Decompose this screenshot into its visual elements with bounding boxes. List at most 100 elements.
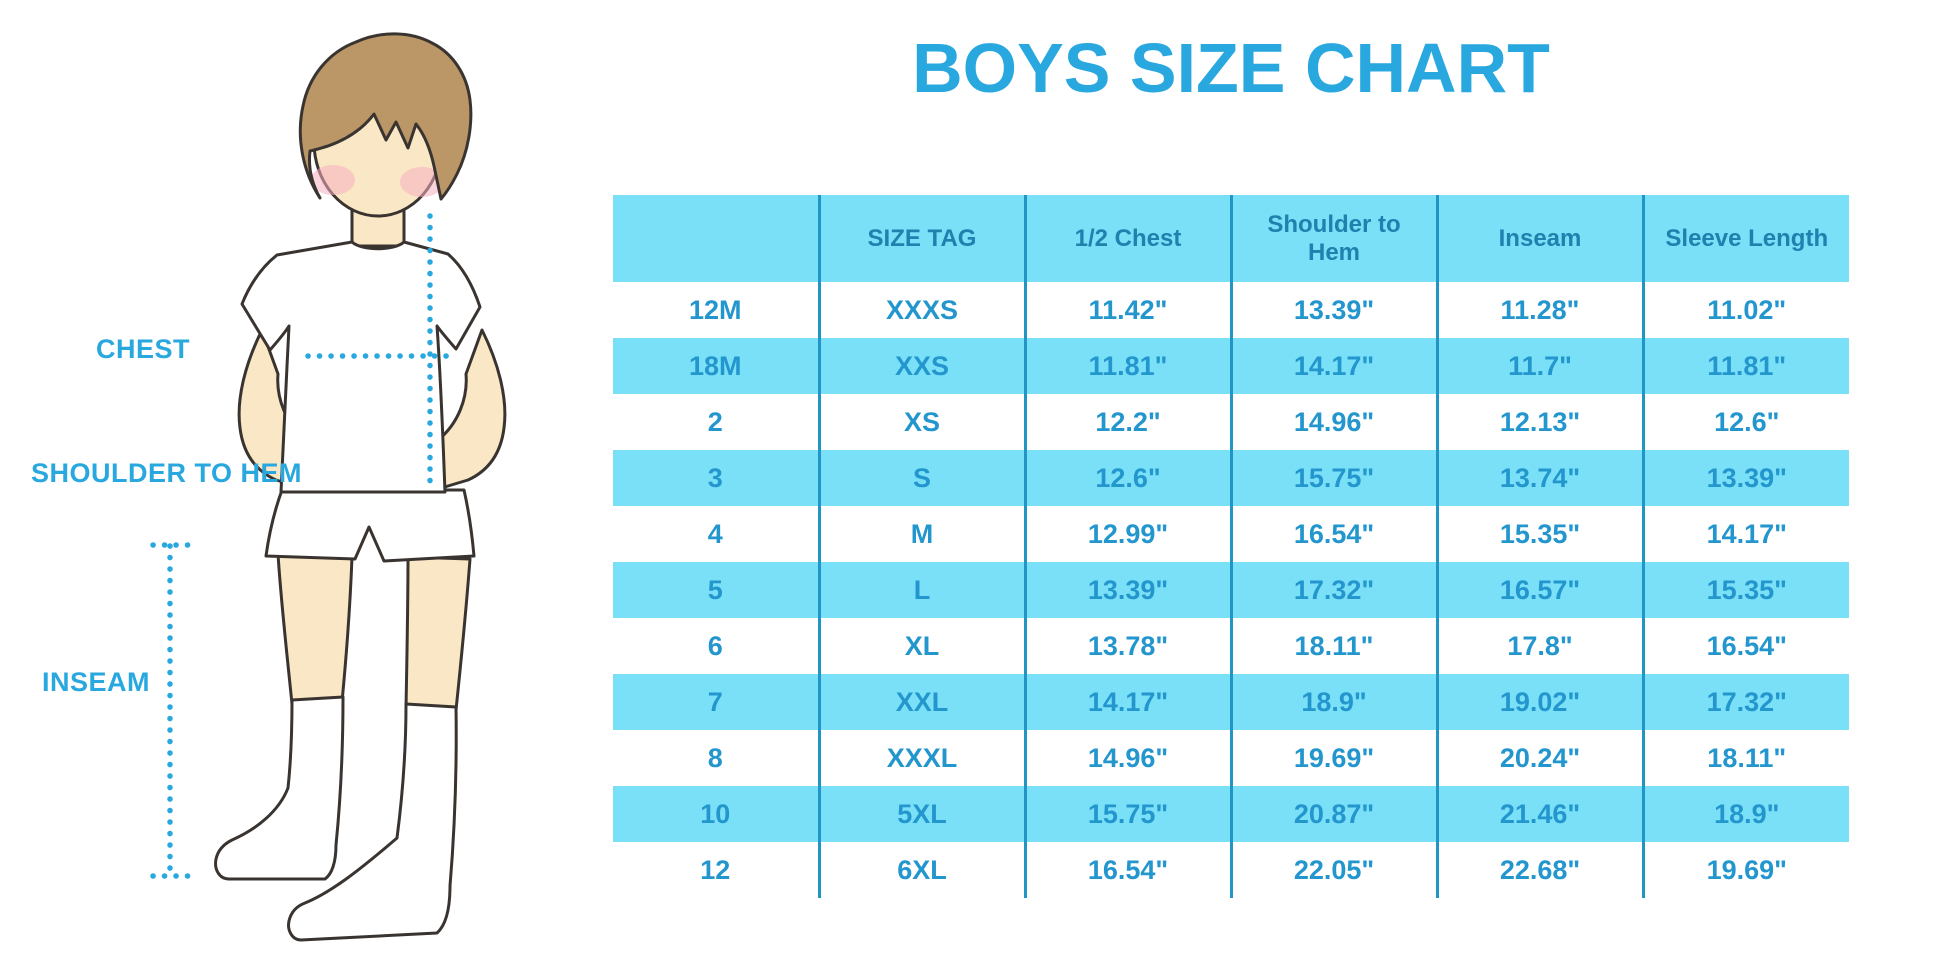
blush-left — [311, 165, 355, 195]
size-table-head: SIZE TAG 1/2 Chest Shoulder to Hem Inseam Sl… — [613, 195, 1849, 282]
table-cell: 19.02" — [1437, 674, 1645, 730]
table-cell: 13.39" — [1231, 282, 1439, 338]
table-cell: 12 — [613, 842, 821, 898]
table-cell: 12.6" — [1714, 406, 1780, 437]
table-cell: XXXL — [819, 730, 1027, 786]
size-table-header-row: SIZE TAG 1/2 Chest Shoulder to Hem Inseam Sl… — [613, 195, 1849, 282]
table-cell: 12.99" — [1025, 506, 1233, 562]
chest-label: CHEST — [96, 334, 191, 364]
page-title: BOYS SIZE CHART — [912, 29, 1550, 107]
table-row: 3 S 12.6" 15.75" 13.74" 13.39" — [613, 450, 1849, 506]
table-cell: 14.17" — [1231, 338, 1439, 394]
table-cell: 13.39" — [1025, 562, 1233, 618]
table-cell: 12M — [613, 282, 821, 338]
table-cell: XL — [819, 618, 1027, 674]
table-row: 8 XXXL 14.96" 19.69" 20.24" 18.11" — [613, 730, 1849, 786]
table-row: 4 M 12.99" 16.54" 15.35" 14.17" — [613, 506, 1849, 562]
column-header: SIZE TAG — [819, 195, 1027, 282]
column-header: Shoulder to Hem — [1231, 195, 1439, 282]
table-cell: 11.42" — [1025, 282, 1233, 338]
shoulder-to-hem-label: SHOULDER TO HEM — [31, 458, 303, 488]
boy-shorts — [264, 488, 476, 563]
table-cell: 15.75" — [1025, 786, 1233, 842]
table-cell: 18.9" — [1714, 798, 1780, 829]
table-cell: 15.35" — [1437, 506, 1645, 562]
table-cell: 20.24" — [1437, 730, 1645, 786]
table-cell: 12.2" — [1025, 394, 1233, 450]
table-row: 6 XL 13.78" 18.11" 17.8" 16.54" — [613, 618, 1849, 674]
table-cell: 15.75" — [1231, 450, 1439, 506]
table-row: 12M XXXS 11.42" 13.39" 11.28" 11.02" — [613, 282, 1849, 338]
table-cell: 16.54" — [1706, 630, 1787, 661]
table-cell: 20.87" — [1231, 786, 1439, 842]
table-row: 7 XXL 14.17" 18.9" 19.02" 17.32" — [613, 674, 1849, 730]
column-header: Inseam — [1437, 195, 1645, 282]
table-cell: 10 — [613, 786, 821, 842]
table-cell: 17.8" — [1437, 618, 1645, 674]
table-cell: 17.32" — [1231, 562, 1439, 618]
table-cell: S — [819, 450, 1027, 506]
table-cell: 17.32" — [1706, 686, 1787, 717]
table-cell: 6 — [613, 618, 821, 674]
table-cell: 16.57" — [1437, 562, 1645, 618]
table-cell: 18.9" — [1231, 674, 1439, 730]
table-cell: 18.11" — [1231, 618, 1439, 674]
size-table-body: 12M XXXS 11.42" 13.39" 11.28" 11.02" 18M XXS 11.… — [613, 282, 1849, 898]
table-cell: 15.35" — [1706, 574, 1787, 605]
table-cell: 11.02" — [1707, 294, 1787, 325]
boy-illustration — [150, 32, 507, 942]
table-cell: XS — [819, 394, 1027, 450]
table-cell: 12.13" — [1437, 394, 1645, 450]
table-row: 2 XS 12.2" 14.96" 12.13" 12.6" — [613, 394, 1849, 450]
table-cell: 6XL — [819, 842, 1027, 898]
table-cell: 14.17" — [1025, 674, 1233, 730]
column-header — [613, 195, 821, 282]
table-cell: 3 — [613, 450, 821, 506]
table-cell: 5XL — [819, 786, 1027, 842]
boy-leg-left — [276, 552, 354, 706]
table-cell: 12.6" — [1025, 450, 1233, 506]
table-cell: M — [819, 506, 1027, 562]
table-cell: XXS — [819, 338, 1027, 394]
table-cell: 8 — [613, 730, 821, 786]
boy-sock-right — [287, 702, 458, 942]
table-cell: 13.39" — [1706, 462, 1787, 493]
table-cell: 11.28" — [1437, 282, 1645, 338]
boy-hair — [298, 32, 473, 201]
table-cell: 11.81" — [1025, 338, 1233, 394]
boy-arm-right — [426, 328, 507, 494]
table-cell: 18M — [613, 338, 821, 394]
table-cell: 4 — [613, 506, 821, 562]
size-table: SIZE TAG 1/2 Chest Shoulder to Hem Inseam Sl… — [613, 195, 1849, 898]
table-cell: 7 — [613, 674, 821, 730]
table-cell: 22.68" — [1437, 842, 1645, 898]
table-cell: 22.05" — [1231, 842, 1439, 898]
table-cell: 16.54" — [1025, 842, 1233, 898]
table-row: 10 5XL 15.75" 20.87" 21.46" 18.9" — [613, 786, 1849, 842]
table-cell: 5 — [613, 562, 821, 618]
table-cell: 16.54" — [1231, 506, 1439, 562]
inseam-label: INSEAM — [42, 667, 151, 697]
table-cell: 11.7" — [1437, 338, 1645, 394]
table-cell: 14.96" — [1025, 730, 1233, 786]
blush-right — [400, 167, 444, 197]
table-cell: 11.81" — [1707, 350, 1787, 381]
column-header: 1/2 Chest — [1025, 195, 1233, 282]
table-cell: 19.69" — [1231, 730, 1439, 786]
table-cell: 13.74" — [1437, 450, 1645, 506]
table-cell: L — [819, 562, 1027, 618]
table-cell: 14.17" — [1706, 518, 1787, 549]
table-cell: 2 — [613, 394, 821, 450]
table-row: 12 6XL 16.54" 22.05" 22.68" 19.69" — [613, 842, 1849, 898]
table-cell: 13.78" — [1025, 618, 1233, 674]
table-row: 5 L 13.39" 17.32" 16.57" 15.35" — [613, 562, 1849, 618]
table-cell: XXXS — [819, 282, 1027, 338]
table-cell: 19.69" — [1706, 854, 1787, 885]
table-cell: 18.11" — [1707, 742, 1787, 773]
column-header: Sleeve Length — [1643, 195, 1849, 282]
boy-sock-left — [214, 695, 345, 881]
boy-shirt — [240, 240, 482, 494]
boy-leg-right — [404, 555, 472, 712]
table-cell: 21.46" — [1437, 786, 1645, 842]
